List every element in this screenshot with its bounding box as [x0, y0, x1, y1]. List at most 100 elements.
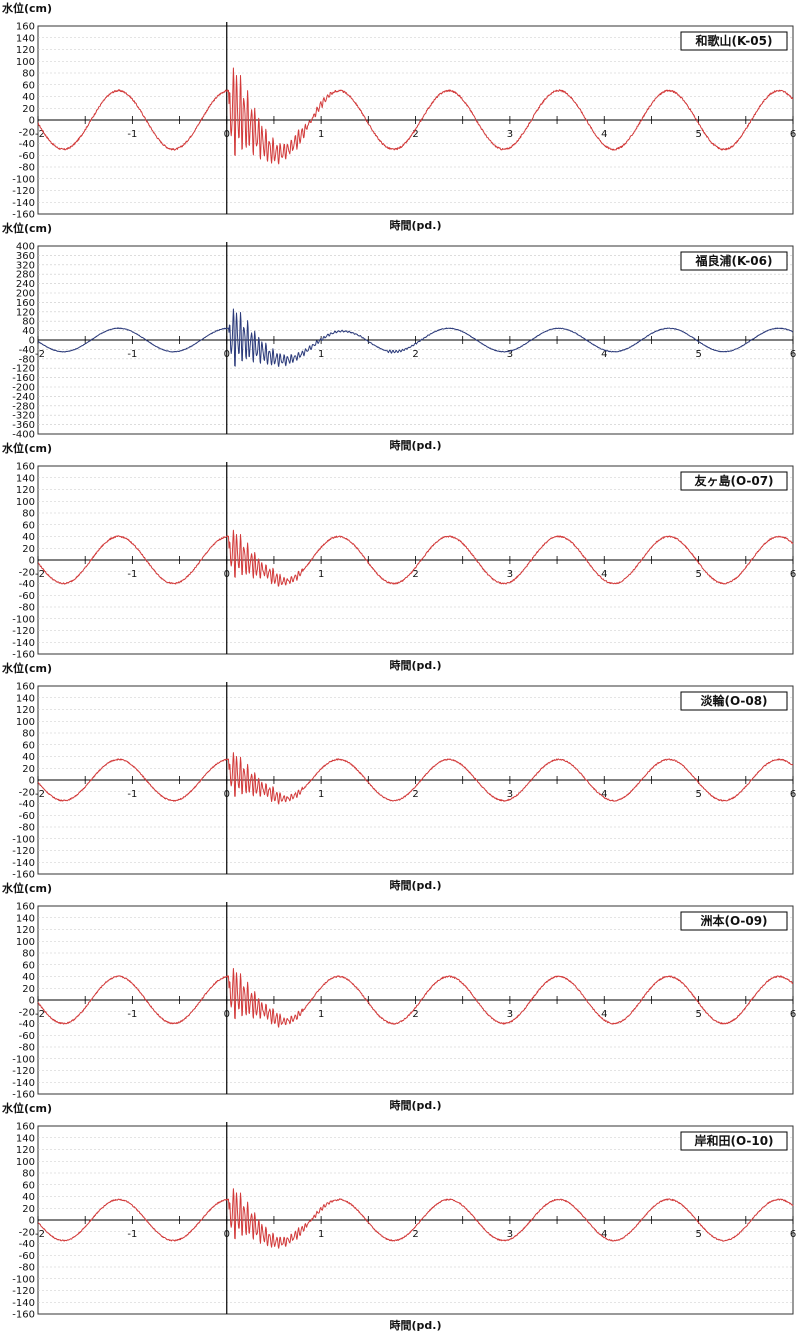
chart-title-box: [680, 251, 788, 271]
series-line: [37, 752, 794, 805]
y-tick-label: 80: [22, 69, 35, 80]
x-tick-label: 6: [790, 349, 796, 360]
y-tick-label: -120: [12, 1286, 35, 1297]
x-tick-label: 4: [601, 569, 607, 580]
y-tick-label: 20: [22, 1204, 35, 1215]
x-tick-label: 0: [224, 1009, 230, 1020]
x-tick-label: 6: [790, 789, 796, 800]
y-axis-label: 水位(cm): [2, 661, 52, 675]
x-tick-label: 6: [790, 569, 796, 580]
series-line: [37, 1188, 794, 1249]
y-tick-label: -240: [12, 392, 35, 403]
y-tick-label: 320: [16, 260, 35, 271]
y-tick-label: 120: [16, 925, 35, 936]
x-tick-label: 6: [790, 1009, 796, 1020]
y-tick-label: -140: [12, 1298, 35, 1309]
y-tick-label: 160: [16, 22, 35, 33]
y-tick-label: 20: [22, 764, 35, 775]
y-axis-label: 水位(cm): [2, 221, 52, 235]
y-tick-label: -80: [19, 823, 35, 834]
chart-title: 福良浦(K-06): [695, 253, 773, 268]
y-tick-label: 40: [22, 326, 35, 337]
y-tick-label: -320: [12, 411, 35, 422]
chart-title: 友ヶ島(O-07): [693, 473, 773, 488]
y-tick-label: -20: [19, 127, 35, 138]
y-tick-label: -80: [19, 1043, 35, 1054]
y-axis-label: 水位(cm): [2, 441, 52, 455]
chart-title-box: [680, 691, 788, 711]
y-tick-label: 120: [16, 307, 35, 318]
x-tick-label: 4: [601, 1009, 607, 1020]
x-tick-label: 3: [507, 789, 513, 800]
y-tick-label: 360: [16, 251, 35, 262]
y-tick-label: -140: [12, 858, 35, 869]
x-axis-label: 時間(pd.): [390, 878, 442, 892]
y-tick-label: 100: [16, 717, 35, 728]
x-tick-label: 1: [318, 1009, 324, 1020]
y-tick-label: 0: [29, 996, 35, 1007]
y-tick-label: -80: [19, 354, 35, 365]
y-tick-label: 40: [22, 972, 35, 983]
y-tick-label: 120: [16, 1145, 35, 1156]
x-tick-label: 2: [412, 569, 418, 580]
x-tick-label: -2: [35, 1009, 45, 1020]
x-tick-label: -1: [127, 1009, 137, 1020]
y-tick-label: -40: [19, 345, 35, 356]
y-tick-label: 0: [29, 336, 35, 347]
y-tick-label: 160: [16, 682, 35, 693]
y-tick-label: -20: [19, 787, 35, 798]
y-tick-label: -100: [12, 174, 35, 185]
y-tick-label: -160: [12, 870, 35, 881]
y-axis-label: 水位(cm): [2, 881, 52, 895]
y-tick-label: 60: [22, 520, 35, 531]
x-tick-label: 2: [412, 789, 418, 800]
x-tick-label: 1: [318, 569, 324, 580]
y-tick-label: -20: [19, 1007, 35, 1018]
x-tick-label: 1: [318, 1229, 324, 1240]
y-tick-label: 60: [22, 960, 35, 971]
y-tick-label: 60: [22, 1180, 35, 1191]
y-tick-label: -400: [12, 430, 35, 441]
x-tick-label: -2: [35, 129, 45, 140]
chart-panel-3: 160140120100806040200-20-40-60-80-100-12…: [2, 441, 796, 672]
y-tick-label: -100: [12, 1054, 35, 1065]
y-tick-label: -140: [12, 638, 35, 649]
y-tick-label: -120: [12, 626, 35, 637]
y-tick-label: 140: [16, 693, 35, 704]
y-tick-label: -60: [19, 811, 35, 822]
y-tick-label: 160: [16, 462, 35, 473]
x-tick-label: 2: [412, 1009, 418, 1020]
x-tick-label: 1: [318, 349, 324, 360]
y-tick-label: -100: [12, 834, 35, 845]
y-tick-label: -40: [19, 139, 35, 150]
x-tick-label: 4: [601, 1229, 607, 1240]
chart-title-box: [680, 471, 788, 491]
x-tick-label: 4: [601, 349, 607, 360]
y-tick-label: 120: [16, 485, 35, 496]
chart-panel-2: 40036032028024020016012080400-40-80-120-…: [2, 221, 796, 452]
y-tick-label: -280: [12, 401, 35, 412]
x-tick-label: 1: [318, 129, 324, 140]
y-tick-label: 20: [22, 104, 35, 115]
y-tick-label: -60: [19, 1031, 35, 1042]
x-tick-label: 5: [695, 569, 701, 580]
x-tick-label: 0: [224, 349, 230, 360]
y-tick-label: 0: [29, 116, 35, 127]
y-tick-label: 60: [22, 740, 35, 751]
chart-title-box: [680, 1131, 788, 1151]
y-tick-label: 80: [22, 509, 35, 520]
x-tick-label: 5: [695, 129, 701, 140]
x-tick-label: 1: [318, 789, 324, 800]
y-tick-label: -40: [19, 579, 35, 590]
x-axis-label: 時間(pd.): [390, 1098, 442, 1112]
y-tick-label: -140: [12, 1078, 35, 1089]
y-tick-label: 60: [22, 80, 35, 91]
y-tick-label: -40: [19, 799, 35, 810]
chart-title-box: [680, 31, 788, 51]
x-tick-label: 5: [695, 789, 701, 800]
x-axis-label: 時間(pd.): [390, 438, 442, 452]
y-tick-label: 240: [16, 279, 35, 290]
x-tick-label: -2: [35, 1229, 45, 1240]
y-tick-label: 100: [16, 57, 35, 68]
